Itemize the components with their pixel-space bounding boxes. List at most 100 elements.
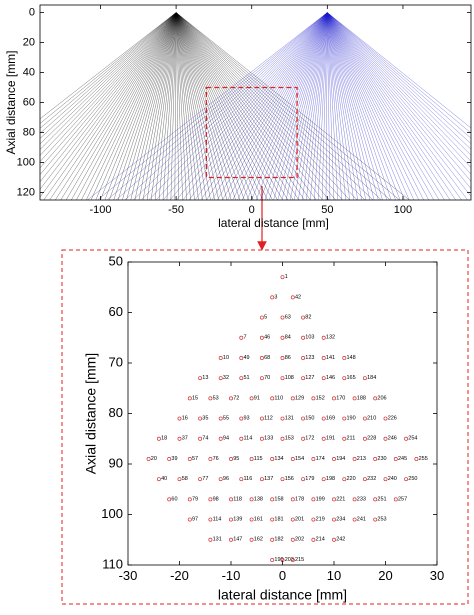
point (321, 356, 326, 360)
beam-ray (327, 12, 346, 200)
beam-ray (327, 12, 415, 200)
beam-ray (327, 12, 388, 200)
beam-ray (109, 12, 177, 200)
point (270, 558, 275, 562)
y-tick-label: 100 (101, 506, 123, 521)
point-label: 118 (233, 496, 242, 502)
point-label: 220 (347, 476, 356, 482)
beam-ray (321, 12, 328, 200)
point-label: 51 (244, 375, 250, 381)
beam-ray (169, 12, 328, 200)
beam-ray (277, 12, 328, 200)
beam-ray (327, 12, 371, 200)
beam-ray (175, 12, 183, 200)
y-tick-label: 0 (29, 6, 35, 18)
point (311, 396, 316, 401)
point (373, 457, 378, 461)
beam-ray (175, 12, 343, 200)
point-label: 156 (285, 476, 294, 482)
point (259, 335, 264, 340)
beam-ray (175, 12, 330, 200)
point-label: 72 (233, 395, 239, 401)
point (187, 517, 192, 522)
beam-ray (327, 12, 424, 200)
beam-ray (43, 12, 177, 200)
point (270, 537, 275, 542)
beam-ray (310, 12, 328, 200)
point-label: 138 (254, 496, 263, 502)
point-label: 240 (388, 476, 397, 482)
beam-ray (327, 12, 471, 182)
beam-ray (40, 12, 177, 134)
point (332, 457, 336, 461)
beam-ray (40, 12, 177, 129)
beam-ray (134, 12, 177, 200)
beam-ray (327, 12, 471, 145)
point (270, 457, 275, 461)
x-tick-label: -30 (119, 568, 138, 583)
beam-ray (327, 12, 354, 200)
beam-ray (124, 12, 328, 200)
point (404, 436, 409, 441)
point-label: 191 (326, 436, 335, 442)
point-label: 257 (398, 496, 407, 502)
beam-ray (327, 12, 457, 200)
point (177, 477, 182, 482)
y-tick-label: 110 (102, 556, 123, 571)
beam-ray (175, 12, 268, 200)
beam-ray (327, 12, 363, 200)
point-label: 40 (161, 476, 167, 482)
point-label: 103 (305, 335, 314, 341)
point (218, 376, 223, 381)
beam-ray (251, 12, 328, 200)
beam-ray (122, 12, 177, 200)
point-label: 108 (285, 375, 294, 381)
beam-ray (175, 12, 317, 200)
point (383, 416, 388, 421)
beam-ray (175, 12, 337, 200)
point-label: 39 (171, 456, 177, 462)
beam-ray (117, 12, 177, 200)
point (290, 558, 295, 562)
beam-fan (40, 12, 410, 200)
beam-ray (327, 12, 468, 200)
point-label: 79 (192, 496, 198, 502)
beam-ray (166, 12, 177, 200)
point-label: 46 (264, 335, 270, 341)
beam-ray (175, 12, 273, 200)
point (311, 517, 316, 522)
point-label: 58 (182, 476, 188, 482)
point-label: 251 (377, 496, 386, 502)
point-label: 253 (377, 517, 386, 523)
point-label: 82 (305, 315, 311, 321)
beam-ray (162, 12, 328, 200)
beam-ray (40, 12, 177, 198)
beam-ray (175, 12, 264, 200)
point (301, 356, 306, 360)
beam-ray (175, 12, 283, 200)
beam-ray (317, 12, 328, 200)
x-tick-label: 50 (321, 204, 333, 216)
beam-ray (206, 12, 328, 200)
beam-ray (175, 12, 294, 200)
beam-ray (154, 12, 177, 200)
point (383, 436, 388, 441)
point (332, 537, 336, 542)
beam-ray (40, 12, 177, 169)
beam-ray (327, 12, 462, 200)
point-label: 179 (305, 476, 314, 482)
y-tick-label: 50 (109, 253, 123, 268)
beam-ray (264, 12, 328, 200)
point (198, 477, 203, 482)
beam-ray (175, 12, 207, 200)
point-label: 20 (151, 456, 157, 462)
x-tick-label: -10 (222, 568, 241, 583)
point-label: 154 (295, 456, 304, 462)
point (280, 356, 285, 360)
point (362, 436, 367, 441)
point (239, 376, 244, 381)
beam-ray (138, 12, 177, 200)
beam-ray (175, 12, 245, 200)
point-label: 184 (367, 375, 376, 381)
point (187, 497, 192, 502)
